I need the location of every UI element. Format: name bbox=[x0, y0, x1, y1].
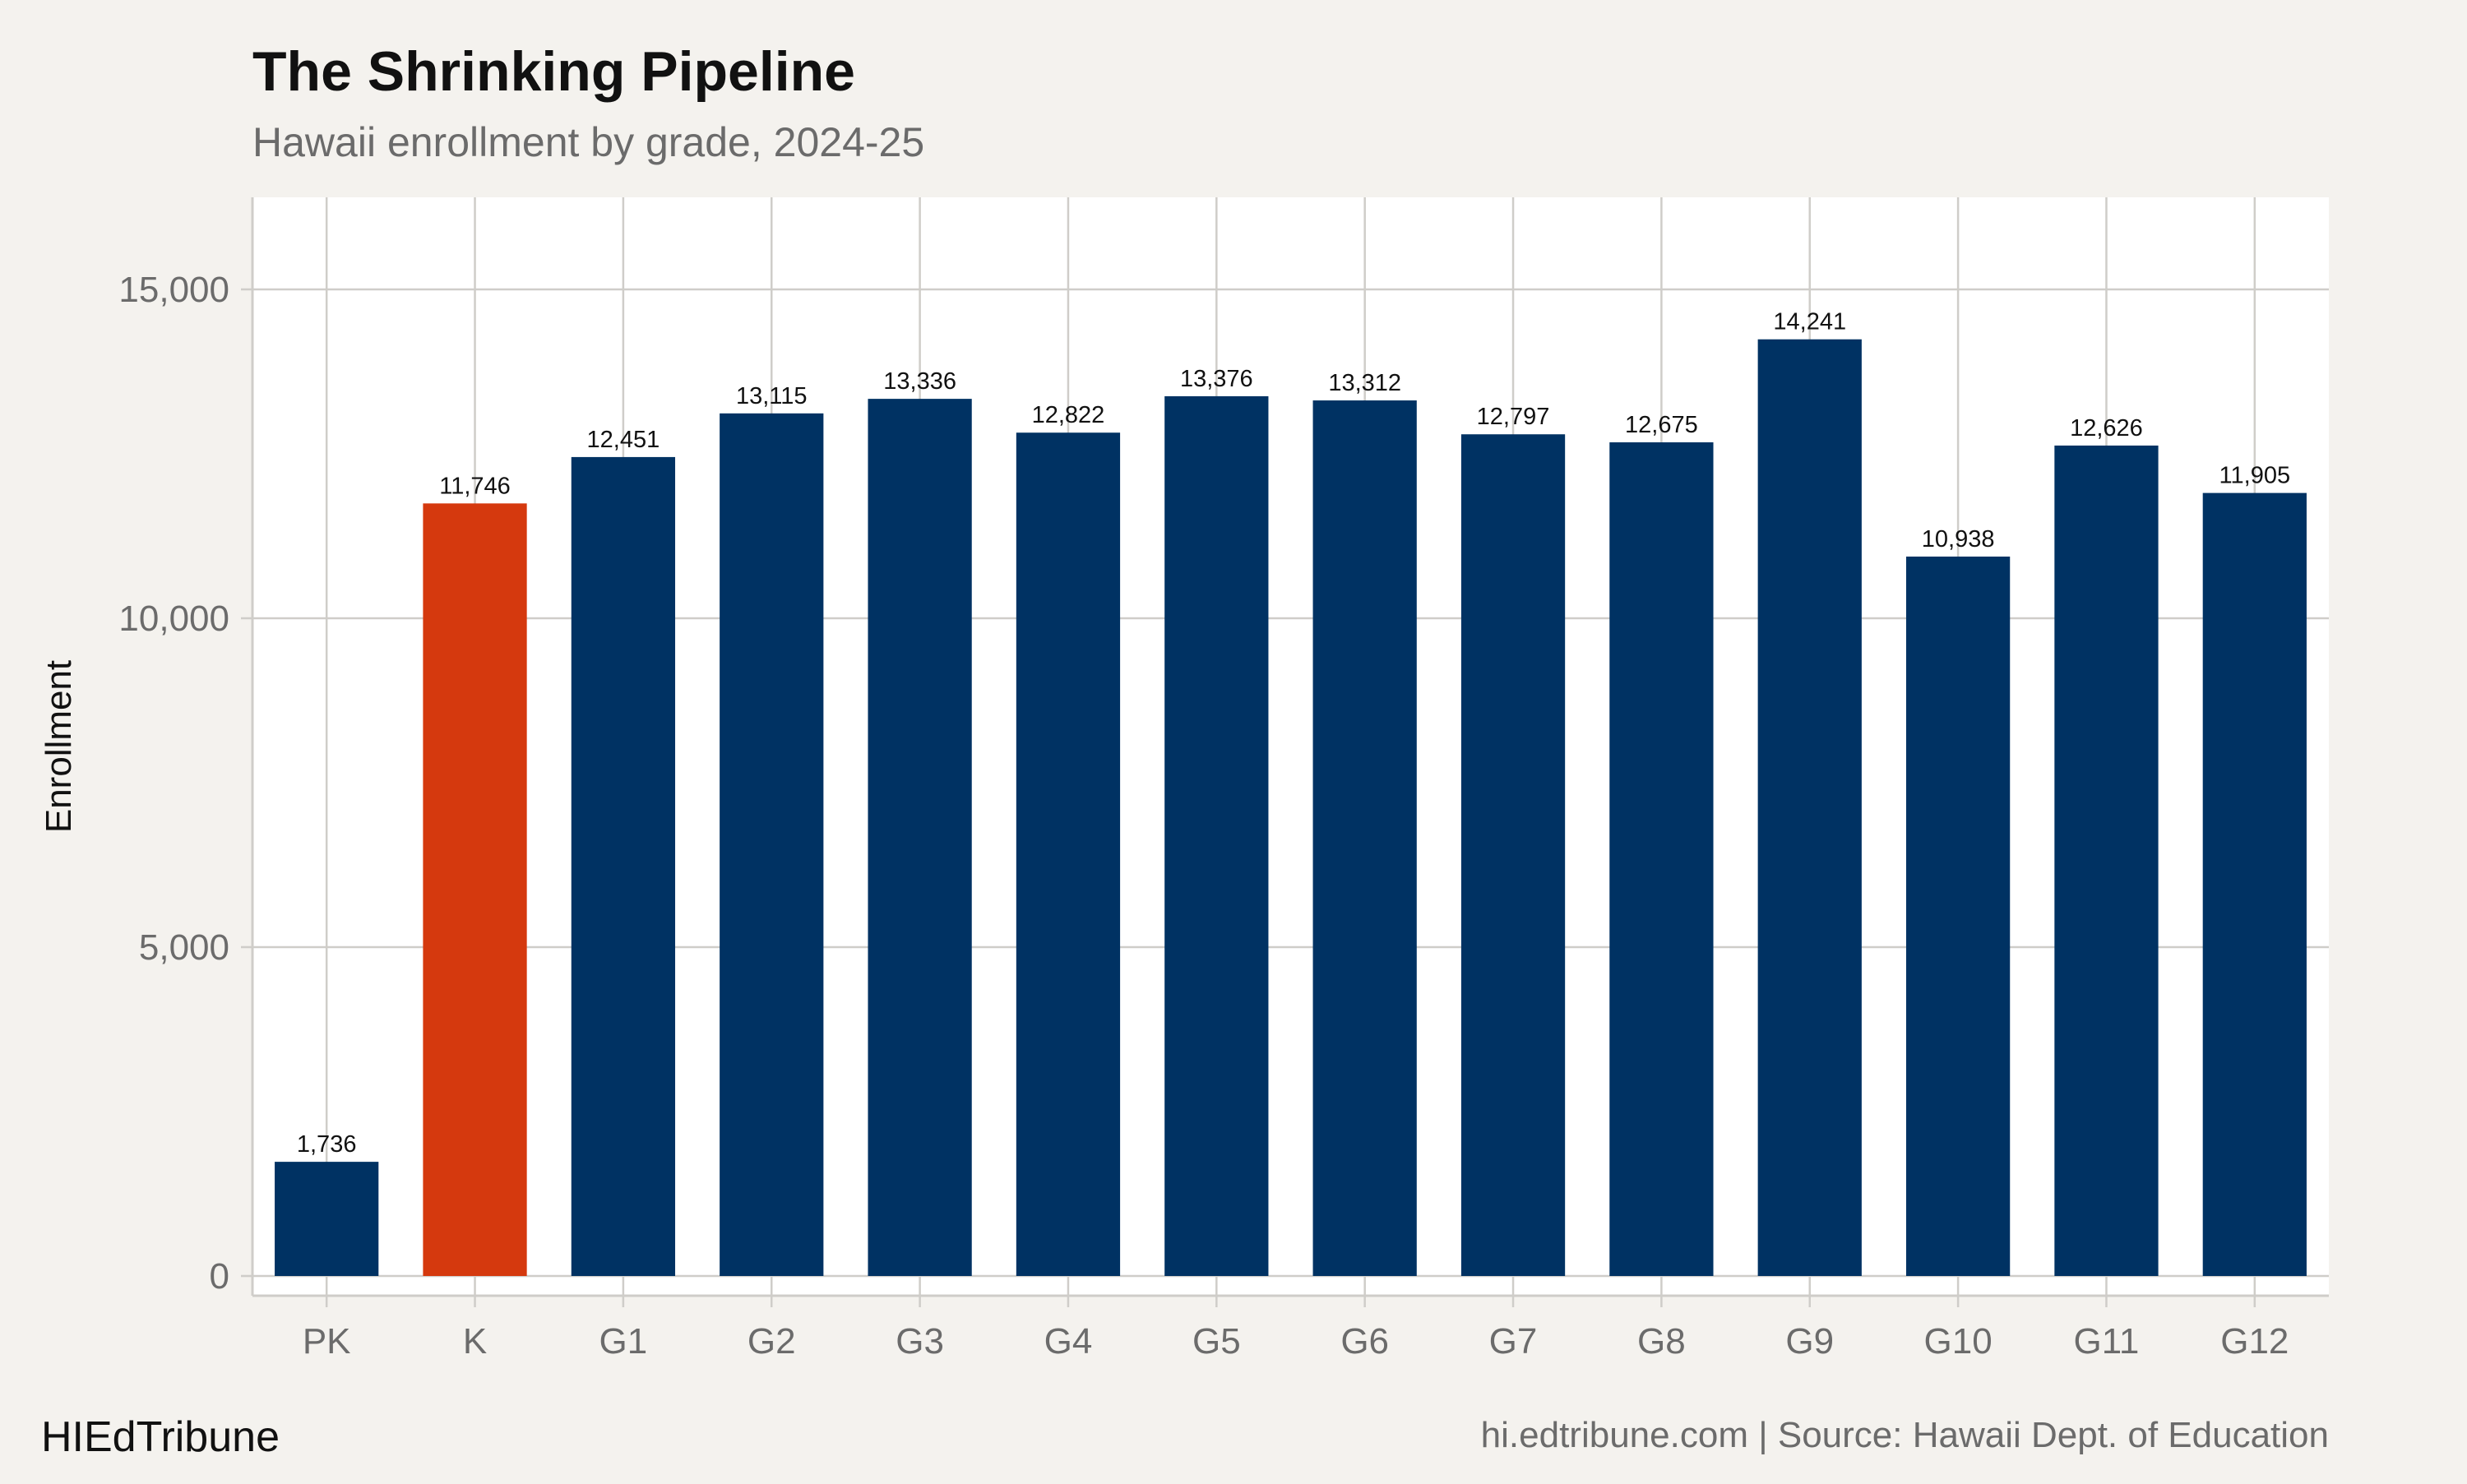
value-label-k: 11,746 bbox=[439, 473, 511, 499]
x-axis-ticks: PK K G1 G2 G3 G4 G5 G6 G7 G8 G9 G10 G11 G12 bbox=[303, 1296, 2289, 1361]
bar-g6 bbox=[1312, 400, 1417, 1276]
x-tick-label-g11: G11 bbox=[2074, 1321, 2140, 1361]
chart-title: The Shrinking Pipeline bbox=[252, 40, 855, 103]
y-tick-label: 5,000 bbox=[139, 927, 229, 968]
x-tick-label-k: K bbox=[463, 1321, 487, 1361]
bars bbox=[275, 339, 2307, 1277]
source-note: hi.edtribune.com | Source: Hawaii Dept. … bbox=[1481, 1415, 2329, 1455]
x-tick-label-g12: G12 bbox=[2220, 1321, 2289, 1361]
value-label-g12: 11,905 bbox=[2219, 463, 2291, 489]
bar-g12 bbox=[2202, 492, 2307, 1276]
bar-g7 bbox=[1460, 434, 1566, 1276]
value-labels: 1,736 11,746 12,451 13,115 13,336 12,822 13,37… bbox=[297, 309, 2290, 1158]
y-tick-label: 0 bbox=[210, 1256, 229, 1297]
value-label-g10: 10,938 bbox=[1922, 526, 1995, 552]
x-tick-label-g4: G4 bbox=[1044, 1321, 1093, 1361]
x-tick-label-pk: PK bbox=[303, 1321, 351, 1361]
value-label-g1: 12,451 bbox=[587, 427, 660, 453]
bar-pk bbox=[275, 1162, 379, 1276]
x-tick-label-g10: G10 bbox=[1924, 1321, 1993, 1361]
value-label-g4: 12,822 bbox=[1032, 402, 1105, 428]
value-label-g3: 13,336 bbox=[883, 368, 956, 395]
value-label-g8: 12,675 bbox=[1625, 412, 1698, 438]
value-label-g6: 13,312 bbox=[1328, 370, 1401, 396]
value-label-pk: 1,736 bbox=[297, 1131, 357, 1158]
value-label-g2: 13,115 bbox=[736, 383, 808, 409]
bar-g8 bbox=[1609, 442, 1714, 1276]
bar-k bbox=[423, 503, 527, 1276]
bar-g5 bbox=[1164, 395, 1269, 1276]
brand-logo-text: HIEdTribune bbox=[41, 1413, 280, 1461]
value-label-g7: 12,797 bbox=[1477, 404, 1550, 430]
y-axis-title: Enrollment bbox=[39, 660, 79, 833]
bar-g4 bbox=[1016, 432, 1121, 1276]
value-label-g5: 13,376 bbox=[1180, 366, 1253, 392]
bar-g3 bbox=[868, 399, 972, 1276]
x-tick-label-g8: G8 bbox=[1637, 1321, 1686, 1361]
y-axis-ticks: 0 5,000 10,000 15,000 bbox=[118, 270, 252, 1297]
x-tick-label-g1: G1 bbox=[599, 1321, 648, 1361]
y-tick-label: 15,000 bbox=[118, 270, 229, 310]
chart-subtitle: Hawaii enrollment by grade, 2024-25 bbox=[252, 119, 924, 165]
bar-g2 bbox=[720, 413, 824, 1276]
value-label-g11: 12,626 bbox=[2070, 415, 2143, 442]
x-tick-label-g9: G9 bbox=[1785, 1321, 1834, 1361]
bar-g11 bbox=[2054, 445, 2159, 1276]
x-tick-label-g7: G7 bbox=[1489, 1321, 1538, 1361]
x-tick-label-g2: G2 bbox=[748, 1321, 796, 1361]
bar-g10 bbox=[1905, 556, 2011, 1276]
x-tick-label-g5: G5 bbox=[1192, 1321, 1241, 1361]
x-tick-label-g6: G6 bbox=[1340, 1321, 1389, 1361]
bar-g1 bbox=[571, 456, 676, 1276]
value-label-g9: 14,241 bbox=[1773, 309, 1846, 335]
x-tick-label-g3: G3 bbox=[896, 1321, 944, 1361]
y-tick-label: 10,000 bbox=[118, 599, 229, 639]
bar-g9 bbox=[1757, 339, 1862, 1277]
plot-panel bbox=[252, 197, 2329, 1296]
